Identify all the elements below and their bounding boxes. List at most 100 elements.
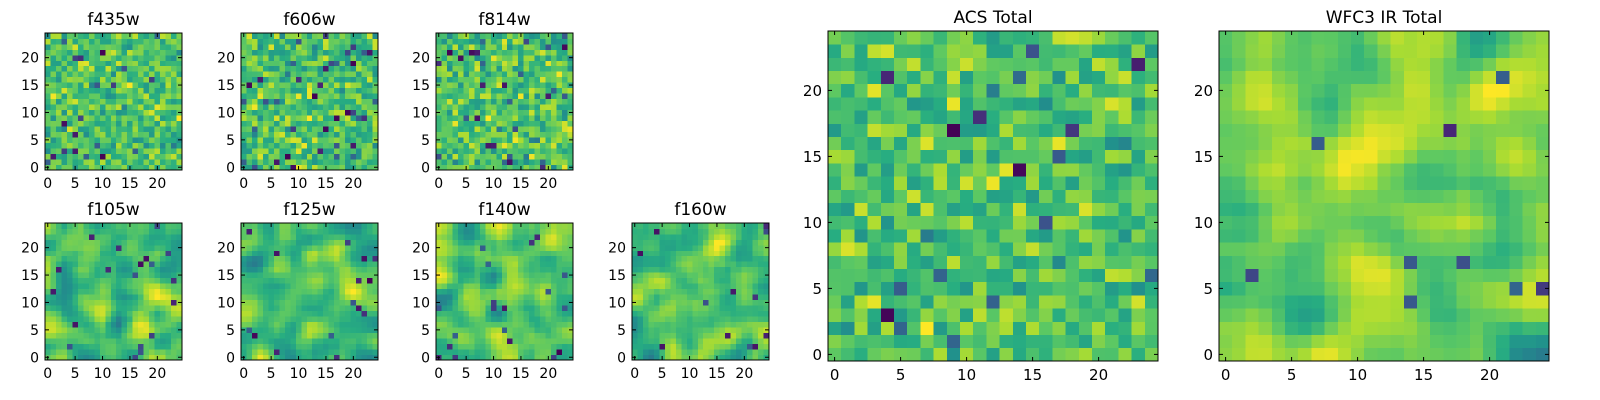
heatmap-cell bbox=[697, 321, 704, 328]
heatmap-cell bbox=[841, 321, 855, 335]
heatmap-cell bbox=[479, 228, 486, 235]
heatmap-cell bbox=[268, 104, 275, 111]
heatmap-cell bbox=[88, 338, 95, 344]
heatmap-cell bbox=[1131, 295, 1146, 309]
heatmap-cell bbox=[323, 98, 330, 105]
heatmap-cell bbox=[132, 98, 139, 105]
heatmap-cell bbox=[290, 283, 297, 290]
heatmap-cell bbox=[474, 49, 481, 56]
heatmap-cell bbox=[512, 321, 519, 328]
heatmap-cell bbox=[94, 321, 101, 328]
heatmap-cell bbox=[457, 98, 464, 105]
heatmap-cell bbox=[973, 189, 987, 203]
heatmap-cell bbox=[317, 38, 324, 45]
heatmap-cell bbox=[149, 76, 155, 83]
heatmap-cell bbox=[854, 215, 868, 230]
heatmap-cell bbox=[551, 250, 557, 257]
heatmap-cell bbox=[312, 233, 319, 240]
heatmap-cell bbox=[268, 277, 275, 284]
heatmap-cell bbox=[697, 228, 704, 235]
heatmap-cell bbox=[328, 288, 335, 295]
heatmap-cell bbox=[534, 159, 541, 165]
heatmap-cell bbox=[1052, 176, 1066, 190]
heatmap-cell bbox=[637, 294, 644, 301]
heatmap-cell bbox=[1144, 308, 1159, 322]
heatmap-cell bbox=[933, 215, 948, 230]
heatmap-cell bbox=[556, 349, 563, 355]
heatmap-cell bbox=[138, 120, 144, 127]
heatmap-cell bbox=[306, 299, 313, 306]
heatmap-cell bbox=[105, 104, 112, 111]
heatmap-cell bbox=[165, 310, 172, 317]
heatmap-cell bbox=[121, 244, 128, 251]
heatmap-cell bbox=[441, 228, 448, 235]
heatmap-cell bbox=[273, 294, 280, 301]
heatmap-cell bbox=[77, 126, 84, 132]
heatmap-cell bbox=[328, 294, 335, 301]
heatmap-cell bbox=[741, 294, 748, 301]
heatmap-cell bbox=[562, 126, 568, 132]
heatmap-cell bbox=[143, 104, 150, 111]
heatmap-cell bbox=[501, 332, 508, 339]
heatmap-cell bbox=[556, 327, 563, 333]
heatmap-cell bbox=[523, 250, 530, 257]
heatmap-cell bbox=[474, 104, 481, 111]
heatmap-cell bbox=[637, 239, 644, 246]
heatmap-cell bbox=[251, 82, 258, 89]
heatmap-cell bbox=[105, 71, 112, 78]
heatmap-cell bbox=[160, 283, 166, 290]
heatmap-cell bbox=[66, 349, 73, 355]
heatmap-cell bbox=[496, 288, 503, 295]
heatmap-cell bbox=[468, 223, 475, 229]
heatmap-cell bbox=[436, 131, 442, 138]
x-tick-label: 5 bbox=[658, 366, 667, 382]
heatmap-cell bbox=[485, 338, 492, 344]
heatmap-cell bbox=[295, 250, 302, 257]
heatmap-cell bbox=[714, 294, 721, 301]
heatmap-cell bbox=[301, 54, 308, 61]
heatmap-cell bbox=[273, 354, 280, 361]
heatmap-cell bbox=[171, 349, 177, 355]
heatmap-cell bbox=[105, 33, 112, 39]
heatmap-cell bbox=[251, 159, 258, 165]
heatmap-cell bbox=[653, 277, 660, 284]
heatmap-cell bbox=[45, 261, 51, 268]
heatmap-cell bbox=[165, 148, 172, 154]
heatmap-cell bbox=[523, 142, 530, 149]
heatmap-cell bbox=[556, 131, 563, 138]
heatmap-cell bbox=[257, 76, 264, 83]
heatmap-cell bbox=[518, 327, 525, 333]
heatmap-cell bbox=[675, 244, 682, 251]
heatmap-cell bbox=[317, 98, 324, 105]
heatmap-cell bbox=[367, 60, 373, 67]
heatmap-cell bbox=[246, 120, 253, 127]
heatmap-cell bbox=[501, 49, 508, 56]
heatmap-cell bbox=[632, 228, 638, 235]
heatmap-cell bbox=[345, 233, 351, 240]
heatmap-cell bbox=[518, 93, 525, 100]
y-tick-label: 0 bbox=[30, 160, 39, 176]
heatmap-cell bbox=[551, 60, 557, 67]
heatmap-cell bbox=[446, 299, 453, 306]
heatmap-cell bbox=[121, 65, 128, 72]
heatmap-cell bbox=[165, 71, 172, 78]
heatmap-cell bbox=[703, 354, 710, 361]
heatmap-cell bbox=[752, 305, 759, 312]
heatmap-cell bbox=[77, 338, 84, 344]
heatmap-cell bbox=[66, 82, 73, 89]
heatmap-cell bbox=[556, 244, 563, 251]
heatmap-cell bbox=[501, 321, 508, 328]
heatmap-cell bbox=[61, 261, 68, 268]
heatmap-cell bbox=[457, 126, 464, 132]
heatmap-cell bbox=[529, 228, 535, 235]
heatmap-cell bbox=[551, 277, 557, 284]
heatmap-cell bbox=[545, 327, 552, 333]
heatmap-cell bbox=[485, 126, 492, 132]
heatmap-cell bbox=[143, 60, 150, 67]
heatmap-cell bbox=[529, 76, 535, 83]
heatmap-cell bbox=[345, 277, 351, 284]
heatmap-cell bbox=[55, 43, 62, 50]
heatmap-cell bbox=[567, 33, 574, 39]
heatmap-cell bbox=[284, 38, 291, 45]
